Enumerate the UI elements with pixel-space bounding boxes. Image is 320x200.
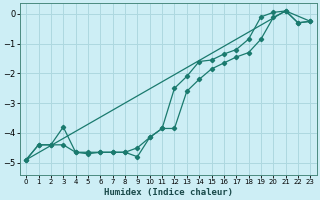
X-axis label: Humidex (Indice chaleur): Humidex (Indice chaleur) <box>104 188 233 197</box>
